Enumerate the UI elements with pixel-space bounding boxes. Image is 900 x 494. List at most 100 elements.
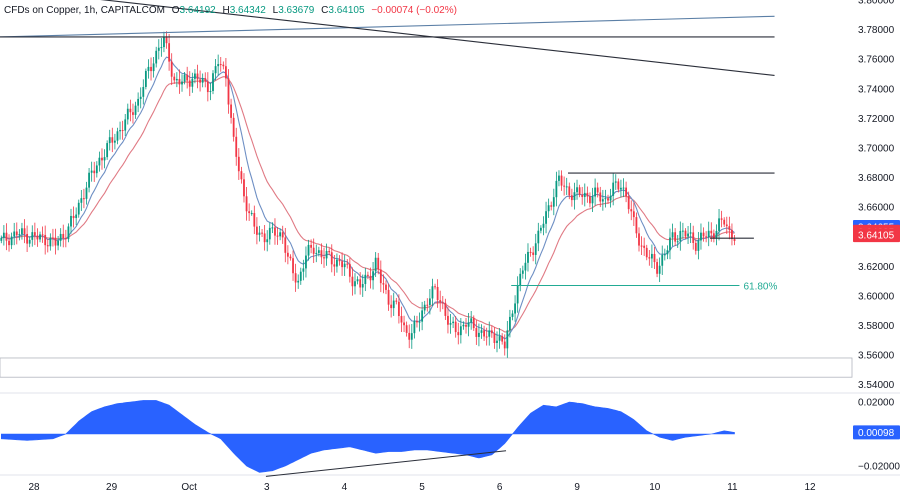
candle-up	[10, 236, 13, 246]
candle-down	[240, 171, 243, 180]
candle-down	[630, 209, 633, 212]
candle-down	[289, 256, 292, 259]
candle-up	[537, 230, 540, 244]
candle-down	[367, 274, 369, 276]
price-tag-label: 3.64105	[858, 231, 895, 242]
candle-up	[142, 86, 145, 97]
candle-up	[509, 316, 511, 331]
candle-up	[715, 230, 718, 239]
candle-up	[428, 298, 431, 306]
candle-up	[614, 181, 617, 183]
candle-up	[612, 182, 615, 196]
candle-down	[581, 194, 584, 197]
candle-up	[552, 197, 555, 207]
candle-up	[108, 137, 111, 144]
candle-down	[439, 300, 442, 303]
candle-up	[106, 143, 109, 158]
candle-up	[620, 187, 622, 190]
candle-down	[165, 36, 168, 44]
candle-down	[728, 226, 731, 230]
candle-down	[426, 304, 429, 306]
candle-down	[312, 247, 315, 254]
candle-down	[705, 236, 708, 238]
y-tick-label: 3.76000	[858, 55, 895, 66]
candle-up	[364, 274, 367, 285]
candle-up	[697, 240, 700, 251]
candle-up	[521, 270, 524, 274]
candle-down	[330, 252, 333, 265]
candle-up	[70, 215, 72, 227]
candle-up	[18, 234, 21, 236]
candle-down	[284, 237, 287, 253]
candle-up	[545, 211, 547, 224]
candle-up	[88, 172, 90, 188]
candle-down	[255, 226, 258, 235]
candle-down	[570, 195, 573, 201]
candle-down	[648, 257, 651, 259]
candle-down	[485, 336, 488, 338]
price-tag	[853, 228, 900, 243]
candle-down	[454, 321, 457, 333]
candle-down	[607, 198, 609, 201]
candle-down	[416, 321, 418, 323]
candle-down	[387, 289, 390, 305]
candle-down	[129, 108, 132, 113]
candle-down	[111, 137, 114, 143]
candle-up	[307, 244, 310, 256]
candle-down	[281, 232, 284, 238]
upper-trendline[interactable]	[0, 15, 775, 38]
candle-down	[72, 215, 75, 219]
candle-down	[222, 64, 225, 67]
candle-down	[173, 76, 176, 81]
candle-down	[359, 279, 362, 288]
candle-up	[413, 321, 416, 334]
candle-up	[671, 232, 674, 238]
candle-up	[336, 259, 338, 267]
candle-up	[651, 253, 653, 259]
x-tick-label: 6	[497, 482, 503, 493]
y-tick-label: 3.56000	[858, 351, 895, 362]
candle-up	[594, 187, 597, 197]
candle-up	[452, 321, 455, 324]
candle-down	[733, 239, 736, 241]
legend-change: −0.00074 (−0.02%)	[371, 5, 457, 16]
candle-down	[632, 211, 635, 218]
candle-down	[501, 336, 504, 342]
y-tick-label: 3.66000	[858, 203, 895, 214]
candle-up	[317, 250, 320, 253]
candle-down	[397, 301, 400, 317]
x-tick-label: 10	[649, 482, 661, 493]
candle-down	[346, 263, 349, 265]
candle-down	[447, 315, 449, 325]
candle-down	[643, 245, 646, 248]
candle-up	[155, 50, 158, 64]
candle-up	[2, 232, 5, 238]
candle-up	[519, 273, 522, 286]
candle-up	[266, 239, 269, 243]
osc-value-tag-label: 0.00098	[858, 428, 895, 439]
candle-down	[645, 247, 648, 258]
ma-fast-line	[1, 56, 735, 340]
legend-high-value: 3.64342	[229, 5, 266, 16]
candle-up	[57, 240, 59, 246]
divergence-line[interactable]	[265, 450, 507, 477]
candle-down	[23, 228, 26, 234]
y-tick-label: 3.54000	[858, 380, 895, 391]
candle-up	[147, 66, 150, 71]
legend-close-key: C	[321, 5, 329, 16]
candle-down	[150, 66, 152, 72]
candle-up	[157, 47, 160, 51]
candle-down	[617, 181, 620, 190]
candle-up	[524, 262, 527, 271]
candle-down	[599, 192, 602, 202]
candle-down	[237, 156, 240, 172]
candle-up	[666, 250, 669, 255]
candle-down	[444, 302, 447, 316]
candle-up	[669, 237, 671, 251]
candle-down	[586, 192, 589, 197]
descending-trendline[interactable]	[0, 0, 775, 76]
candle-down	[403, 322, 405, 326]
y-tick-label: 3.60000	[858, 291, 895, 302]
